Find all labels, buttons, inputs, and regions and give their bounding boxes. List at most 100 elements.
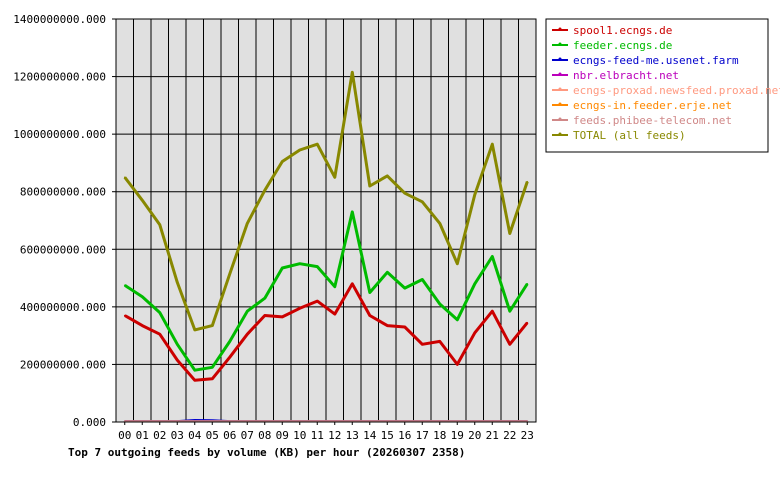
data-point	[211, 324, 214, 327]
data-point	[193, 379, 196, 382]
legend-marker	[558, 117, 562, 121]
data-point	[421, 278, 424, 281]
data-point	[456, 262, 459, 265]
data-point	[456, 363, 459, 366]
y-tick-label: 400000000.000	[20, 301, 106, 314]
data-point	[438, 340, 441, 343]
y-tick-label: 200000000.000	[20, 358, 106, 371]
data-point	[508, 310, 511, 312]
x-tick-label: 23	[521, 429, 534, 442]
data-point	[211, 366, 214, 369]
x-tick-label: 06	[223, 429, 236, 442]
data-point	[333, 176, 336, 179]
data-point	[141, 324, 144, 327]
legend-label: spool1.ecngs.de	[573, 24, 672, 37]
data-point	[141, 295, 144, 298]
data-point	[526, 283, 529, 285]
data-point	[123, 176, 126, 179]
data-point	[123, 314, 126, 317]
data-point	[141, 199, 144, 202]
data-point	[491, 143, 494, 146]
data-point	[473, 283, 476, 285]
data-point	[246, 310, 249, 312]
data-point	[403, 287, 406, 289]
x-tick-label: 16	[398, 429, 411, 442]
legend-label: feeder.ecngs.de	[573, 39, 672, 52]
y-tick-label: 1000000000.000	[13, 128, 106, 141]
data-point	[473, 331, 476, 334]
x-tick-label: 09	[276, 429, 289, 442]
x-tick-label: 21	[486, 429, 499, 442]
data-point	[263, 189, 266, 192]
y-tick-label: 600000000.000	[20, 243, 106, 256]
data-point	[228, 272, 231, 275]
legend-marker	[558, 87, 562, 91]
data-point	[438, 222, 441, 225]
y-tick-label: 1400000000.000	[13, 13, 106, 26]
data-point	[193, 329, 196, 331]
data-point	[491, 310, 494, 312]
data-point	[473, 193, 476, 196]
legend-marker	[558, 27, 562, 31]
x-axis-ticks: 00 01 02 03 04 05 06 07 08 09 10 11 12 13 14 15 16 17 18 19…	[118, 422, 534, 442]
x-tick-label: 11	[311, 429, 324, 442]
legend-marker	[558, 102, 562, 106]
data-point	[508, 343, 511, 346]
data-point	[421, 200, 424, 203]
grid	[116, 19, 536, 422]
legend-frame	[545, 18, 769, 153]
data-point	[281, 160, 284, 163]
data-point	[246, 222, 249, 225]
x-tick-label: 08	[258, 429, 271, 442]
x-tick-label: 01	[136, 429, 149, 442]
x-tick-label: 15	[381, 429, 394, 442]
data-point	[263, 297, 266, 300]
data-point	[298, 262, 301, 265]
data-point	[316, 300, 319, 302]
x-tick-label: 07	[241, 429, 254, 442]
data-point	[368, 185, 371, 187]
data-point	[298, 149, 301, 151]
data-point	[526, 321, 529, 324]
x-tick-label: 05	[206, 429, 219, 442]
x-tick-label: 13	[346, 429, 359, 442]
legend-label: ecngs-feed-me.usenet.farm	[573, 54, 739, 67]
data-point	[438, 303, 441, 305]
data-point	[421, 343, 424, 346]
x-tick-label: 02	[153, 429, 166, 442]
data-point	[403, 192, 406, 194]
data-point	[351, 283, 354, 285]
y-axis-ticks: 0.000 200000000.000 400000000.000 600000000…	[13, 13, 116, 429]
data-point	[298, 307, 301, 310]
legend-marker	[558, 132, 562, 136]
legend-marker	[558, 42, 562, 46]
x-tick-label: 19	[451, 429, 464, 442]
x-tick-label: 00	[118, 429, 131, 442]
series-line-1	[123, 210, 529, 372]
legend-label: ecngs-proxad.newsfeed.proxad.net	[573, 84, 780, 97]
data-point	[176, 343, 179, 346]
chart-title: Top 7 outgoing feeds by volume (KB) per …	[68, 446, 465, 459]
y-tick-label: 1200000000.000	[13, 71, 106, 84]
data-point	[281, 316, 284, 318]
data-point	[508, 232, 511, 235]
data-point	[333, 313, 336, 315]
data-point	[246, 333, 249, 336]
data-point	[386, 175, 389, 177]
x-tick-label: 14	[363, 429, 377, 442]
data-point	[176, 359, 179, 361]
x-tick-label: 10	[293, 429, 306, 442]
x-tick-label: 12	[328, 429, 341, 442]
data-point	[211, 378, 214, 380]
legend-marker	[558, 72, 562, 76]
data-point	[368, 291, 371, 294]
legend-label: ecngs-in.feeder.erje.net	[573, 99, 732, 112]
data-point	[403, 326, 406, 328]
data-point	[123, 284, 126, 287]
data-point	[158, 333, 161, 336]
data-point	[193, 419, 196, 421]
data-point	[158, 224, 161, 226]
y-tick-label: 800000000.000	[20, 186, 106, 199]
data-point	[263, 314, 266, 317]
data-point	[368, 314, 371, 317]
